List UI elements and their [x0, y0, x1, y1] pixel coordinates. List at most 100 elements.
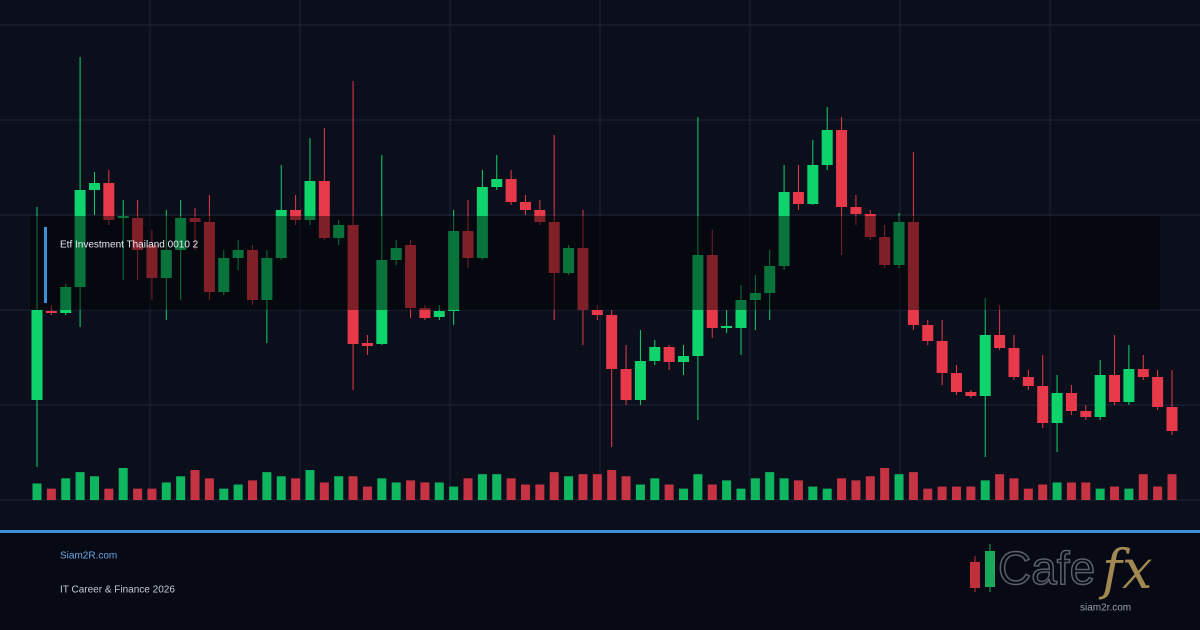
volume-bar — [262, 472, 272, 500]
volume-bar — [923, 488, 933, 500]
volume-bar — [1081, 482, 1091, 500]
candle-body — [850, 207, 862, 214]
candle-body — [879, 237, 891, 265]
volume-bar — [219, 488, 229, 500]
candle-body — [979, 335, 991, 396]
volume-bar — [578, 474, 588, 500]
volume-bar — [118, 468, 128, 500]
candle-body — [361, 343, 373, 346]
volume-bar — [520, 484, 530, 500]
candle-body — [160, 250, 172, 278]
volume-bar — [621, 476, 631, 500]
candle-body — [60, 287, 72, 313]
volume-bar — [951, 486, 961, 500]
volume-bar — [147, 488, 157, 500]
candle-body — [175, 218, 187, 250]
candle-body — [792, 192, 804, 204]
candle-body — [692, 255, 704, 356]
volume-bar — [104, 488, 114, 500]
logo-accent: fx — [1098, 538, 1152, 601]
volume-bar — [334, 476, 344, 500]
volume-bar — [463, 478, 473, 500]
candle-body — [1137, 369, 1149, 377]
candle-body — [218, 258, 230, 292]
volume-bar — [161, 482, 171, 500]
candle-body — [31, 310, 43, 400]
candle-body — [749, 293, 761, 300]
volume-bar — [319, 482, 329, 500]
logo-icon — [970, 544, 995, 592]
candle-body — [247, 250, 259, 300]
volume-bar — [707, 484, 717, 500]
volume-bar — [822, 488, 832, 500]
label-band — [30, 216, 1160, 310]
label-marker — [44, 227, 47, 303]
volume-bar — [1023, 488, 1033, 500]
candle-body — [1051, 393, 1063, 423]
volume-bar — [204, 478, 214, 500]
candle-body — [735, 300, 747, 328]
volume-bar — [880, 468, 890, 500]
volume-bar — [808, 486, 818, 500]
candle-body — [189, 218, 201, 222]
candle-body — [304, 181, 316, 220]
candle-body — [103, 183, 115, 220]
volume-bar — [248, 480, 258, 500]
volume-bar — [420, 482, 430, 500]
volume-bar — [477, 474, 487, 500]
candle-body — [534, 210, 546, 222]
volume-bar — [133, 488, 143, 500]
volume-bar — [1124, 488, 1134, 500]
volume-bar — [61, 478, 71, 500]
site-name: Siam2R.com — [60, 551, 117, 562]
volume-bar — [980, 480, 990, 500]
candle-body — [1152, 377, 1164, 407]
separator — [0, 530, 1200, 533]
volume-bar — [664, 484, 674, 500]
candle-body — [1109, 375, 1121, 402]
candle-body — [1080, 411, 1092, 417]
volume-bar — [1052, 482, 1062, 500]
candle-body — [117, 216, 129, 218]
plot — [31, 57, 1178, 500]
candle-body — [1123, 369, 1135, 402]
logo-url: siam2r.com — [1080, 603, 1131, 614]
volume-bar — [1138, 474, 1148, 500]
volume-bar — [305, 470, 315, 500]
candle-body — [864, 214, 876, 237]
candle-body — [74, 190, 86, 287]
candle-body — [994, 335, 1006, 348]
candle-body — [577, 248, 589, 310]
volume-bar — [995, 474, 1005, 500]
volume-bar — [966, 486, 976, 500]
candle-body — [419, 308, 431, 318]
volume-bar — [233, 484, 243, 500]
candle-body — [965, 392, 977, 396]
volume-bar — [449, 486, 459, 500]
candle-body — [706, 255, 718, 328]
volume-bar — [592, 474, 602, 500]
volume-bar — [793, 480, 803, 500]
tagline: IT Career & Finance 2026 — [60, 585, 175, 596]
volume-bar — [1110, 486, 1120, 500]
candle-body — [1094, 375, 1106, 417]
candle-body — [505, 179, 517, 202]
candle-body — [232, 250, 244, 258]
candle-body — [721, 326, 733, 328]
candle-body — [620, 369, 632, 400]
candle-body — [950, 373, 962, 392]
volume-bar — [276, 476, 286, 500]
volume-bar — [176, 476, 186, 500]
volume-bar — [190, 470, 200, 500]
candle-body — [907, 222, 919, 325]
volume-bar — [851, 480, 861, 500]
candle-body — [290, 210, 302, 220]
volume-bar — [937, 486, 947, 500]
volume-bar — [406, 480, 416, 500]
volume-bar — [779, 478, 789, 500]
candle-body — [1008, 348, 1020, 377]
candle-body — [203, 222, 215, 292]
candle-body — [1037, 386, 1049, 423]
candle-body — [649, 347, 661, 361]
volume-bar — [607, 470, 617, 500]
